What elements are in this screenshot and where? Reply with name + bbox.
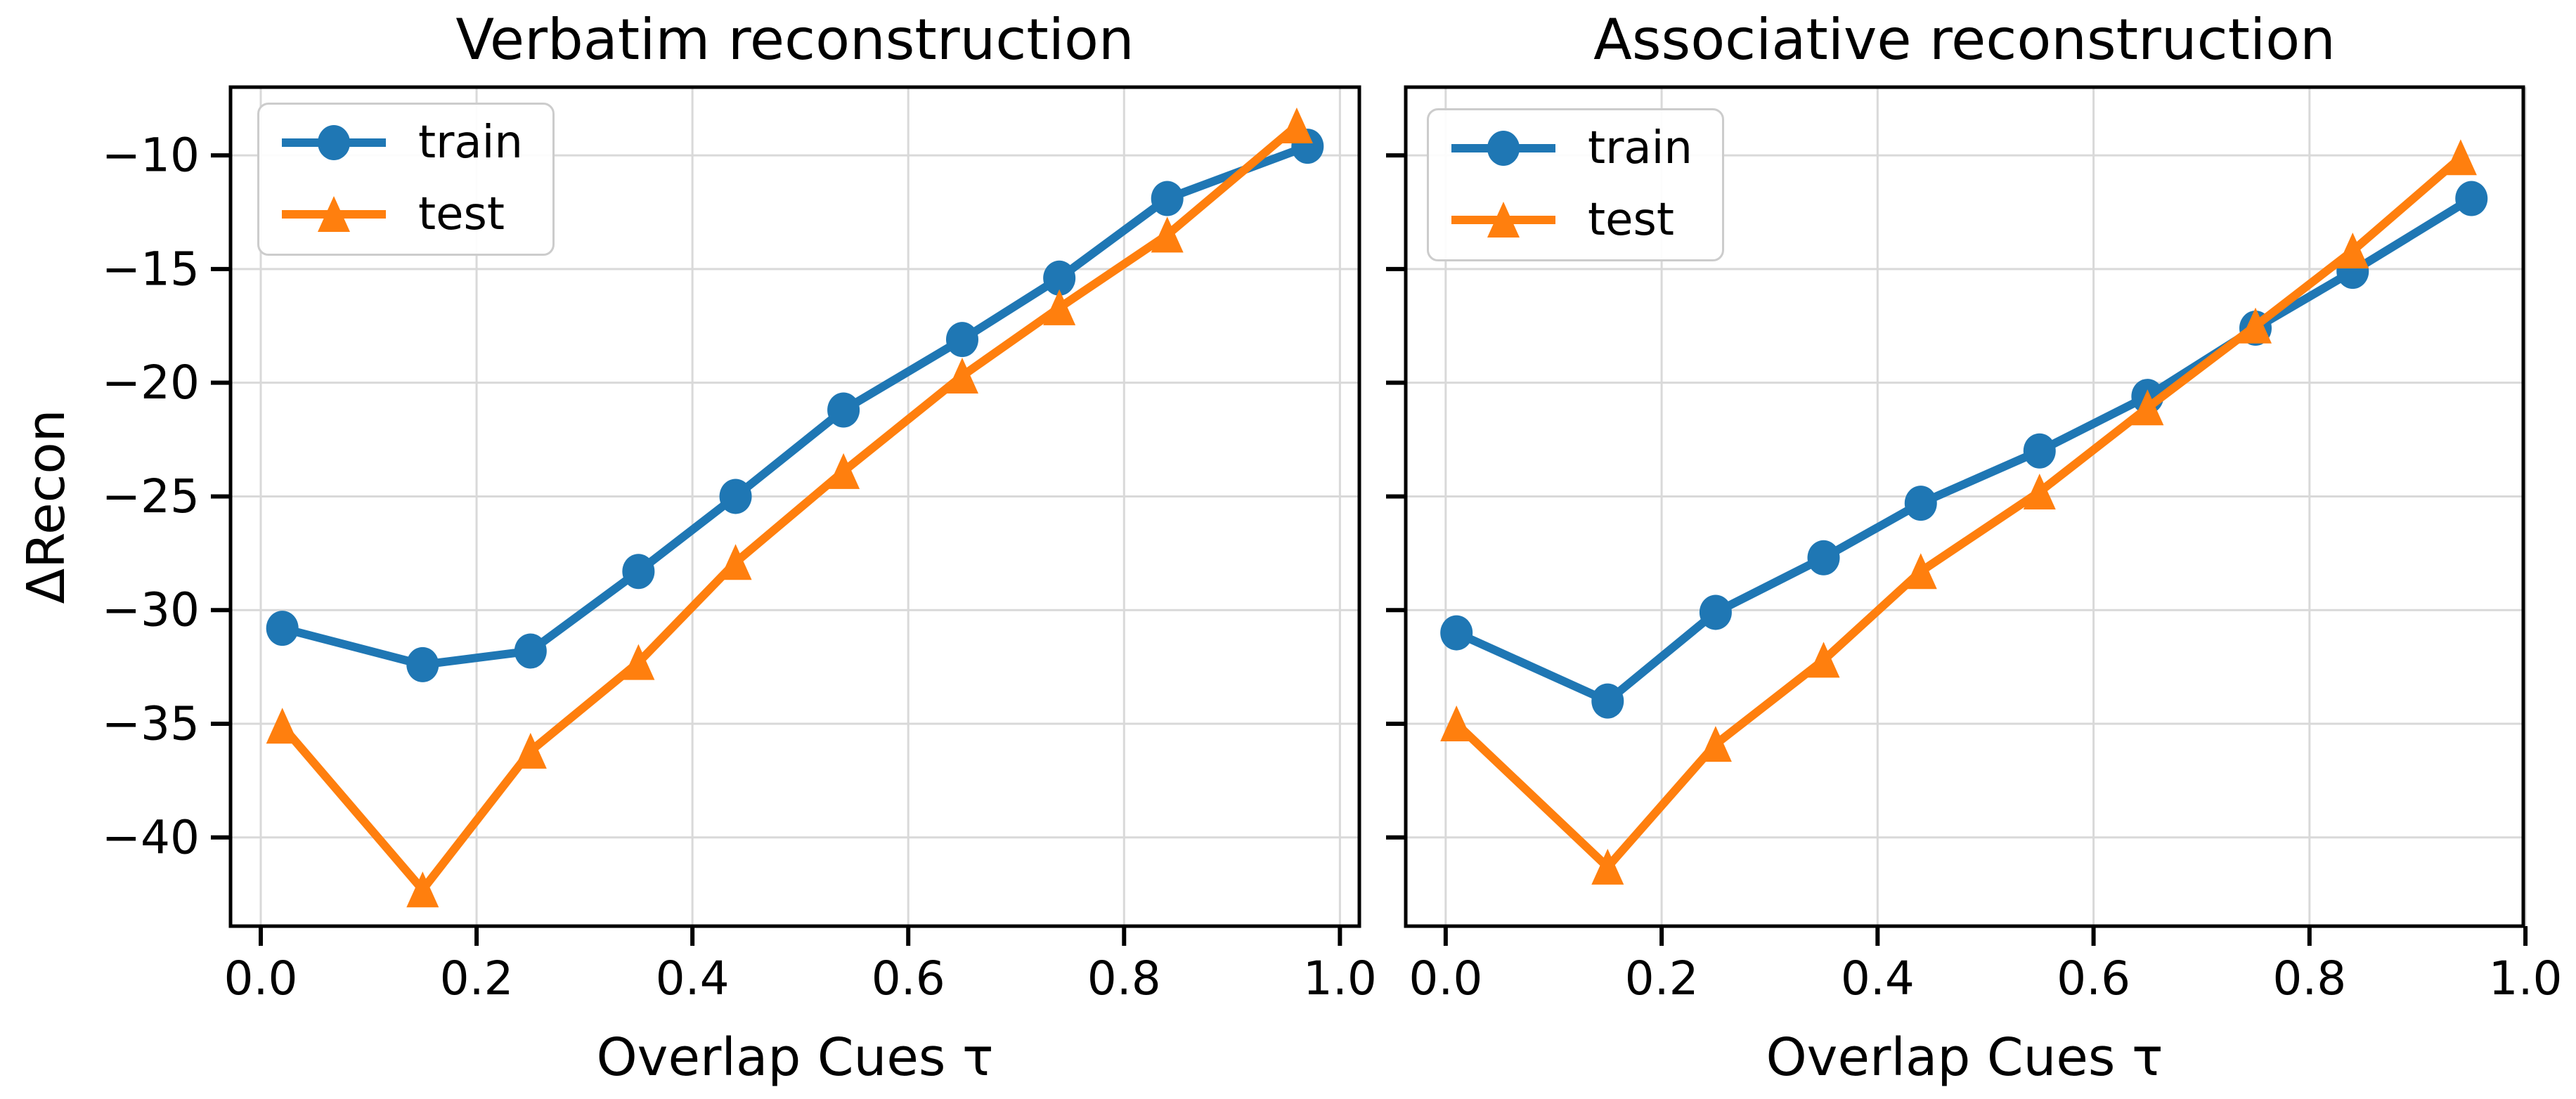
- y-tick-label: −15: [102, 242, 200, 296]
- test-marker: [2444, 139, 2477, 176]
- test-marker: [514, 732, 547, 769]
- train-marker: [406, 646, 439, 682]
- x-tick-label: 0.4: [656, 951, 730, 1006]
- test-line-marker-icon: [282, 196, 386, 232]
- x-tick-label: 1.0: [2489, 951, 2563, 1006]
- train-marker: [945, 322, 978, 358]
- test-line-marker-icon: [1451, 202, 1555, 238]
- train-line: [278, 142, 1312, 669]
- x-tick-label: 0.6: [872, 951, 945, 1006]
- legend-label-train: train: [418, 117, 523, 169]
- right-plot-title: Associative reconstruction: [1593, 7, 2336, 72]
- axes-spines: [1404, 85, 2525, 928]
- test-marker: [2023, 473, 2056, 509]
- y-tick-label: −25: [102, 469, 200, 524]
- train-marker: [2023, 433, 2056, 469]
- train-marker: [2455, 181, 2488, 216]
- test-marker: [1440, 705, 1473, 742]
- test-marker: [1699, 726, 1732, 762]
- y-tick-label: −35: [102, 697, 200, 751]
- y-tick-label: −40: [102, 810, 200, 864]
- left-legend: train test: [257, 103, 555, 256]
- legend-label-train: train: [1588, 122, 1692, 174]
- x-tick-label: 0.8: [1087, 951, 1161, 1006]
- train-marker: [719, 479, 752, 514]
- left-x-axis-label: Overlap Cues τ: [596, 1027, 994, 1088]
- left-plot-title: Verbatim reconstruction: [455, 7, 1134, 72]
- train-marker: [1440, 615, 1473, 651]
- train-marker: [622, 554, 655, 590]
- test-marker: [2239, 307, 2272, 344]
- x-tick-label: 0.6: [2057, 951, 2130, 1006]
- y-tick-label: −20: [102, 356, 200, 410]
- test-line: [1452, 153, 2465, 871]
- train-marker: [1591, 683, 1624, 719]
- legend-entry-test: test: [278, 192, 523, 237]
- test-marker: [2336, 232, 2369, 268]
- test-marker: [622, 644, 655, 680]
- train-line-marker-icon: [1451, 131, 1555, 166]
- legend-entry-train: train: [278, 120, 523, 165]
- right-x-axis-label: Overlap Cues τ: [1766, 1027, 2163, 1088]
- axes-spines: [228, 85, 1361, 928]
- test-marker: [945, 357, 978, 394]
- legend-label-test: test: [1588, 194, 1674, 246]
- test-marker: [1591, 848, 1624, 885]
- train-marker: [1904, 486, 1937, 521]
- test-marker: [1280, 108, 1313, 144]
- train-marker: [827, 392, 860, 428]
- test-marker: [719, 544, 752, 580]
- test-marker: [1807, 642, 1840, 678]
- test-line: [278, 122, 1301, 895]
- legend-entry-test: test: [1447, 197, 1692, 242]
- y-axis-label: ΔRecon: [16, 409, 77, 604]
- x-tick-label: 0.2: [440, 951, 514, 1006]
- train-line-marker-icon: [282, 125, 386, 160]
- legend-label-test: test: [418, 188, 505, 240]
- train-marker: [266, 611, 299, 646]
- y-tick-label: −30: [102, 583, 200, 637]
- y-tick-label: −10: [102, 129, 200, 183]
- x-tick-label: 0.0: [224, 951, 298, 1006]
- right-legend: train test: [1427, 108, 1724, 261]
- test-marker: [266, 708, 299, 744]
- train-marker: [1151, 181, 1184, 216]
- test-marker: [1151, 216, 1184, 253]
- x-tick-label: 0.4: [1841, 951, 1915, 1006]
- x-tick-label: 0.2: [1625, 951, 1699, 1006]
- train-line: [1452, 194, 2476, 705]
- legend-entry-train: train: [1447, 126, 1692, 171]
- test-marker: [827, 453, 860, 489]
- test-marker: [1043, 289, 1076, 325]
- test-marker: [1904, 553, 1937, 590]
- train-marker: [1043, 260, 1076, 296]
- train-marker: [1699, 594, 1732, 630]
- x-tick-label: 1.0: [1303, 951, 1377, 1006]
- x-tick-label: 0.8: [2272, 951, 2346, 1006]
- train-marker: [1807, 540, 1840, 575]
- test-marker: [2131, 389, 2164, 426]
- x-tick-label: 0.0: [1409, 951, 1482, 1006]
- test-marker: [406, 871, 439, 908]
- train-marker: [514, 633, 547, 669]
